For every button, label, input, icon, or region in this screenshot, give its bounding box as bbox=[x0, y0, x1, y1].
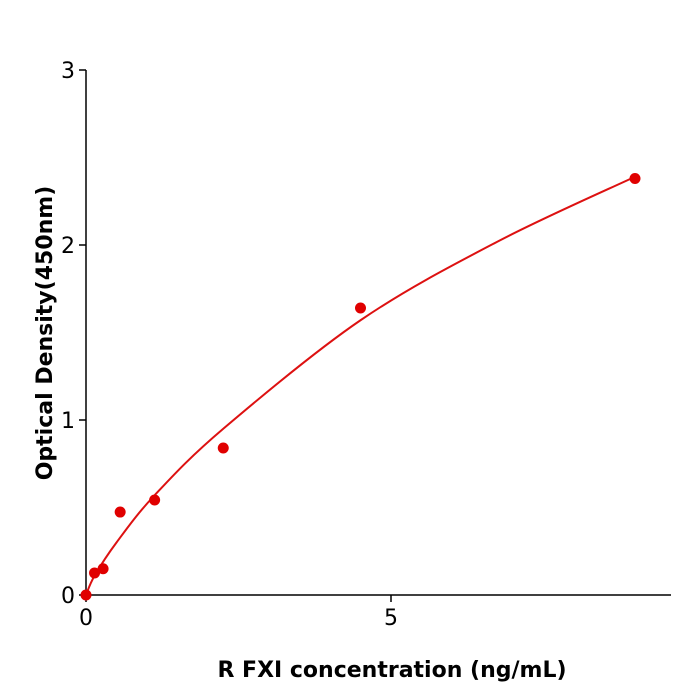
data-point bbox=[355, 302, 366, 314]
fit-curve bbox=[85, 175, 636, 596]
x-tick-label: 5 bbox=[384, 606, 398, 631]
y-tick-label: 2 bbox=[61, 234, 75, 259]
x-axis-label: R FXI concentration (ng/mL) bbox=[217, 658, 566, 683]
data-point bbox=[629, 173, 641, 184]
data-point bbox=[89, 567, 101, 579]
y-axis-label: Optical Density(450nm) bbox=[33, 186, 58, 481]
data-point bbox=[217, 442, 229, 454]
y-tick-label: 3 bbox=[61, 59, 75, 84]
data-point bbox=[97, 563, 109, 575]
data-point bbox=[149, 494, 161, 506]
x-tick-label: 0 bbox=[79, 606, 93, 631]
data-point bbox=[80, 589, 92, 601]
y-tick-label: 1 bbox=[61, 409, 75, 434]
data-point bbox=[114, 506, 126, 518]
y-tick-label: 0 bbox=[61, 584, 75, 609]
